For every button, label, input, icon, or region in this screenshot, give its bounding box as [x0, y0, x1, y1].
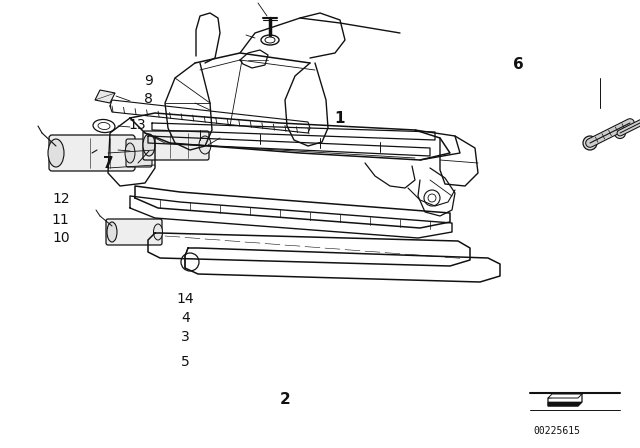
- Text: 1: 1: [334, 111, 344, 126]
- Ellipse shape: [199, 136, 211, 154]
- Polygon shape: [548, 402, 582, 406]
- FancyBboxPatch shape: [49, 135, 135, 171]
- FancyBboxPatch shape: [126, 139, 152, 167]
- Text: 6: 6: [513, 57, 524, 73]
- Text: 12: 12: [52, 192, 70, 207]
- Ellipse shape: [583, 136, 597, 150]
- Ellipse shape: [154, 224, 163, 240]
- Ellipse shape: [125, 143, 135, 163]
- Polygon shape: [95, 90, 115, 103]
- Ellipse shape: [107, 222, 117, 242]
- FancyBboxPatch shape: [143, 131, 209, 160]
- FancyBboxPatch shape: [106, 219, 162, 245]
- Text: 4: 4: [181, 311, 190, 325]
- Text: 7: 7: [104, 156, 114, 171]
- Text: 10: 10: [52, 231, 70, 246]
- Text: 2: 2: [280, 392, 290, 407]
- Polygon shape: [548, 394, 582, 398]
- Text: 11: 11: [52, 212, 70, 227]
- Polygon shape: [548, 394, 582, 406]
- Ellipse shape: [143, 134, 155, 156]
- Text: 00225615: 00225615: [533, 426, 580, 436]
- Text: 9: 9: [144, 73, 153, 88]
- Text: 8: 8: [144, 92, 153, 107]
- Ellipse shape: [614, 128, 625, 138]
- Text: 14: 14: [177, 292, 195, 306]
- Text: 3: 3: [181, 330, 190, 344]
- Text: 13: 13: [129, 118, 147, 133]
- Ellipse shape: [48, 139, 64, 167]
- Text: 5: 5: [181, 355, 190, 369]
